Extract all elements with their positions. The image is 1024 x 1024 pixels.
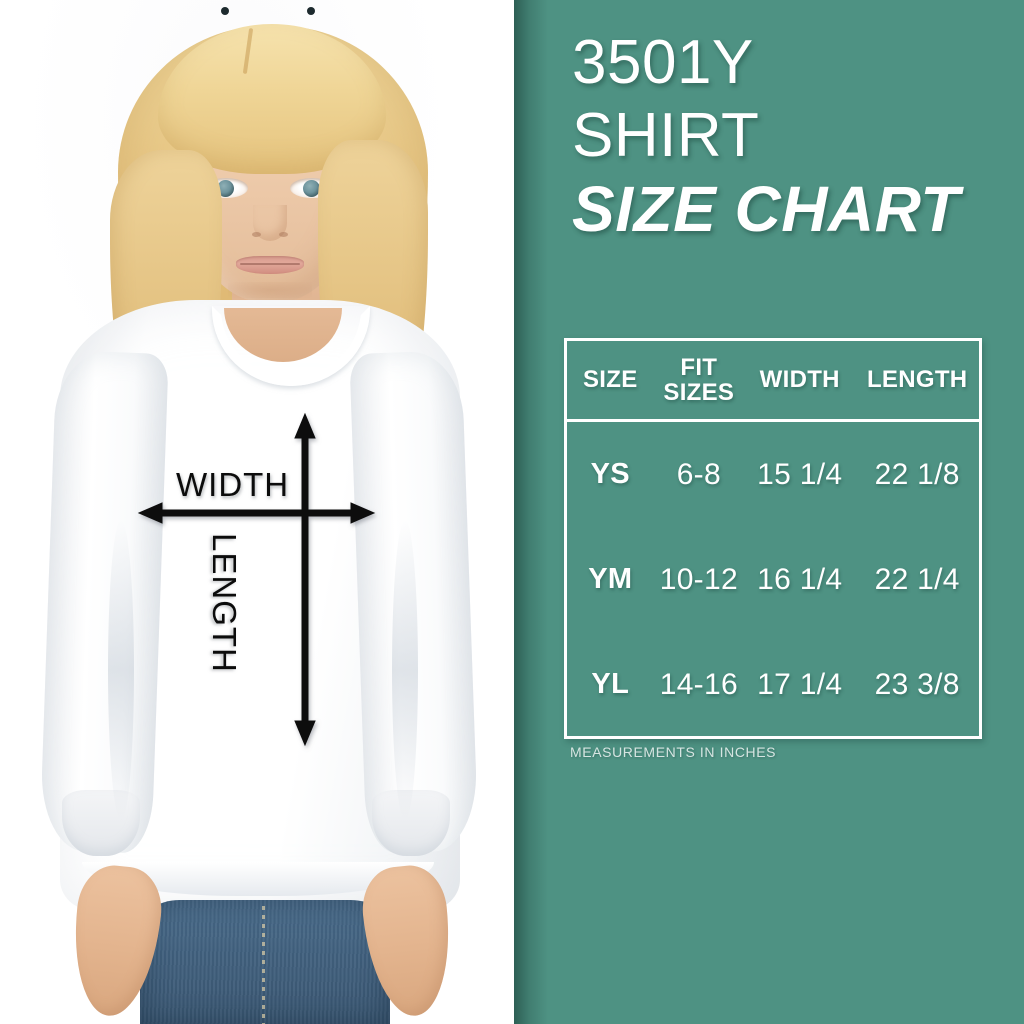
header-size: SIZE bbox=[567, 341, 654, 422]
cell-size-yl: YL bbox=[591, 668, 630, 700]
nostril-left bbox=[252, 232, 261, 237]
size-chart-title: SIZE CHART bbox=[572, 173, 960, 246]
pupil-left bbox=[221, 7, 229, 15]
mouth bbox=[236, 256, 304, 274]
panel-edge-shading bbox=[514, 0, 548, 1024]
header-fit-sizes-line2: SIZES bbox=[663, 379, 735, 406]
iris-left bbox=[217, 180, 234, 197]
cell-width-ym: 16 1/4 bbox=[757, 562, 843, 596]
chart-title-block: 3501Y SHIRT SIZE CHART bbox=[572, 26, 1012, 248]
length-label: LENGTH bbox=[206, 533, 243, 673]
table-header-row: SIZE FIT SIZES WIDTH LENGTH bbox=[567, 341, 979, 422]
size-table: SIZE FIT SIZES WIDTH LENGTH YS 6-8 15 1/… bbox=[564, 338, 982, 739]
cell-width-ys: 15 1/4 bbox=[757, 457, 843, 491]
shirt-fold-left bbox=[108, 520, 134, 820]
cell-fit-yl: 14-16 bbox=[659, 667, 738, 701]
product-photo-panel: WIDTH LENGTH bbox=[0, 0, 514, 1024]
table-row: YS 6-8 15 1/4 22 1/8 bbox=[567, 421, 979, 528]
header-length: LENGTH bbox=[855, 341, 979, 422]
width-label: WIDTH bbox=[176, 466, 290, 503]
table-row: YL 14-16 17 1/4 23 3/8 bbox=[567, 632, 979, 737]
style-code-title: 3501Y bbox=[572, 28, 754, 97]
cell-length-ym: 22 1/4 bbox=[874, 562, 960, 596]
chin-shadow bbox=[228, 282, 312, 298]
garment-title: SHIRT bbox=[572, 101, 760, 171]
header-width: WIDTH bbox=[744, 341, 856, 422]
jeans-seam bbox=[262, 906, 265, 1024]
table-row: YM 10-12 16 1/4 22 1/4 bbox=[567, 527, 979, 632]
cuff-left bbox=[62, 790, 140, 856]
header-fit-sizes: FIT SIZES bbox=[653, 341, 745, 422]
cell-fit-ys: 6-8 bbox=[676, 457, 721, 491]
sleeve-left bbox=[39, 350, 169, 854]
shirt-fold-right bbox=[392, 520, 418, 820]
measurements-note: MEASUREMENTS IN INCHES bbox=[570, 744, 777, 760]
model-photo bbox=[39, 7, 479, 1024]
cell-width-yl: 17 1/4 bbox=[757, 667, 843, 701]
cell-fit-ym: 10-12 bbox=[659, 562, 738, 596]
jeans bbox=[140, 900, 390, 1024]
iris-right bbox=[303, 180, 320, 197]
cell-size-ym: YM bbox=[588, 563, 633, 595]
cell-size-ys: YS bbox=[590, 458, 630, 490]
pupil-right bbox=[307, 7, 315, 15]
header-fit-sizes-line1: FIT bbox=[680, 353, 718, 381]
cell-length-yl: 23 3/8 bbox=[874, 667, 960, 701]
nostril-right bbox=[279, 232, 288, 237]
size-chart-panel: 3501Y SHIRT SIZE CHART SIZE FIT SIZES WI… bbox=[514, 0, 1024, 1024]
cell-length-ys: 22 1/8 bbox=[874, 457, 960, 491]
